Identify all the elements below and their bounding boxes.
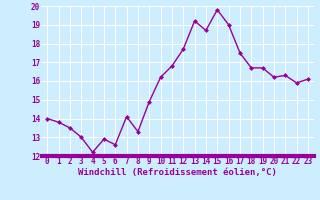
X-axis label: Windchill (Refroidissement éolien,°C): Windchill (Refroidissement éolien,°C) [78, 168, 277, 177]
